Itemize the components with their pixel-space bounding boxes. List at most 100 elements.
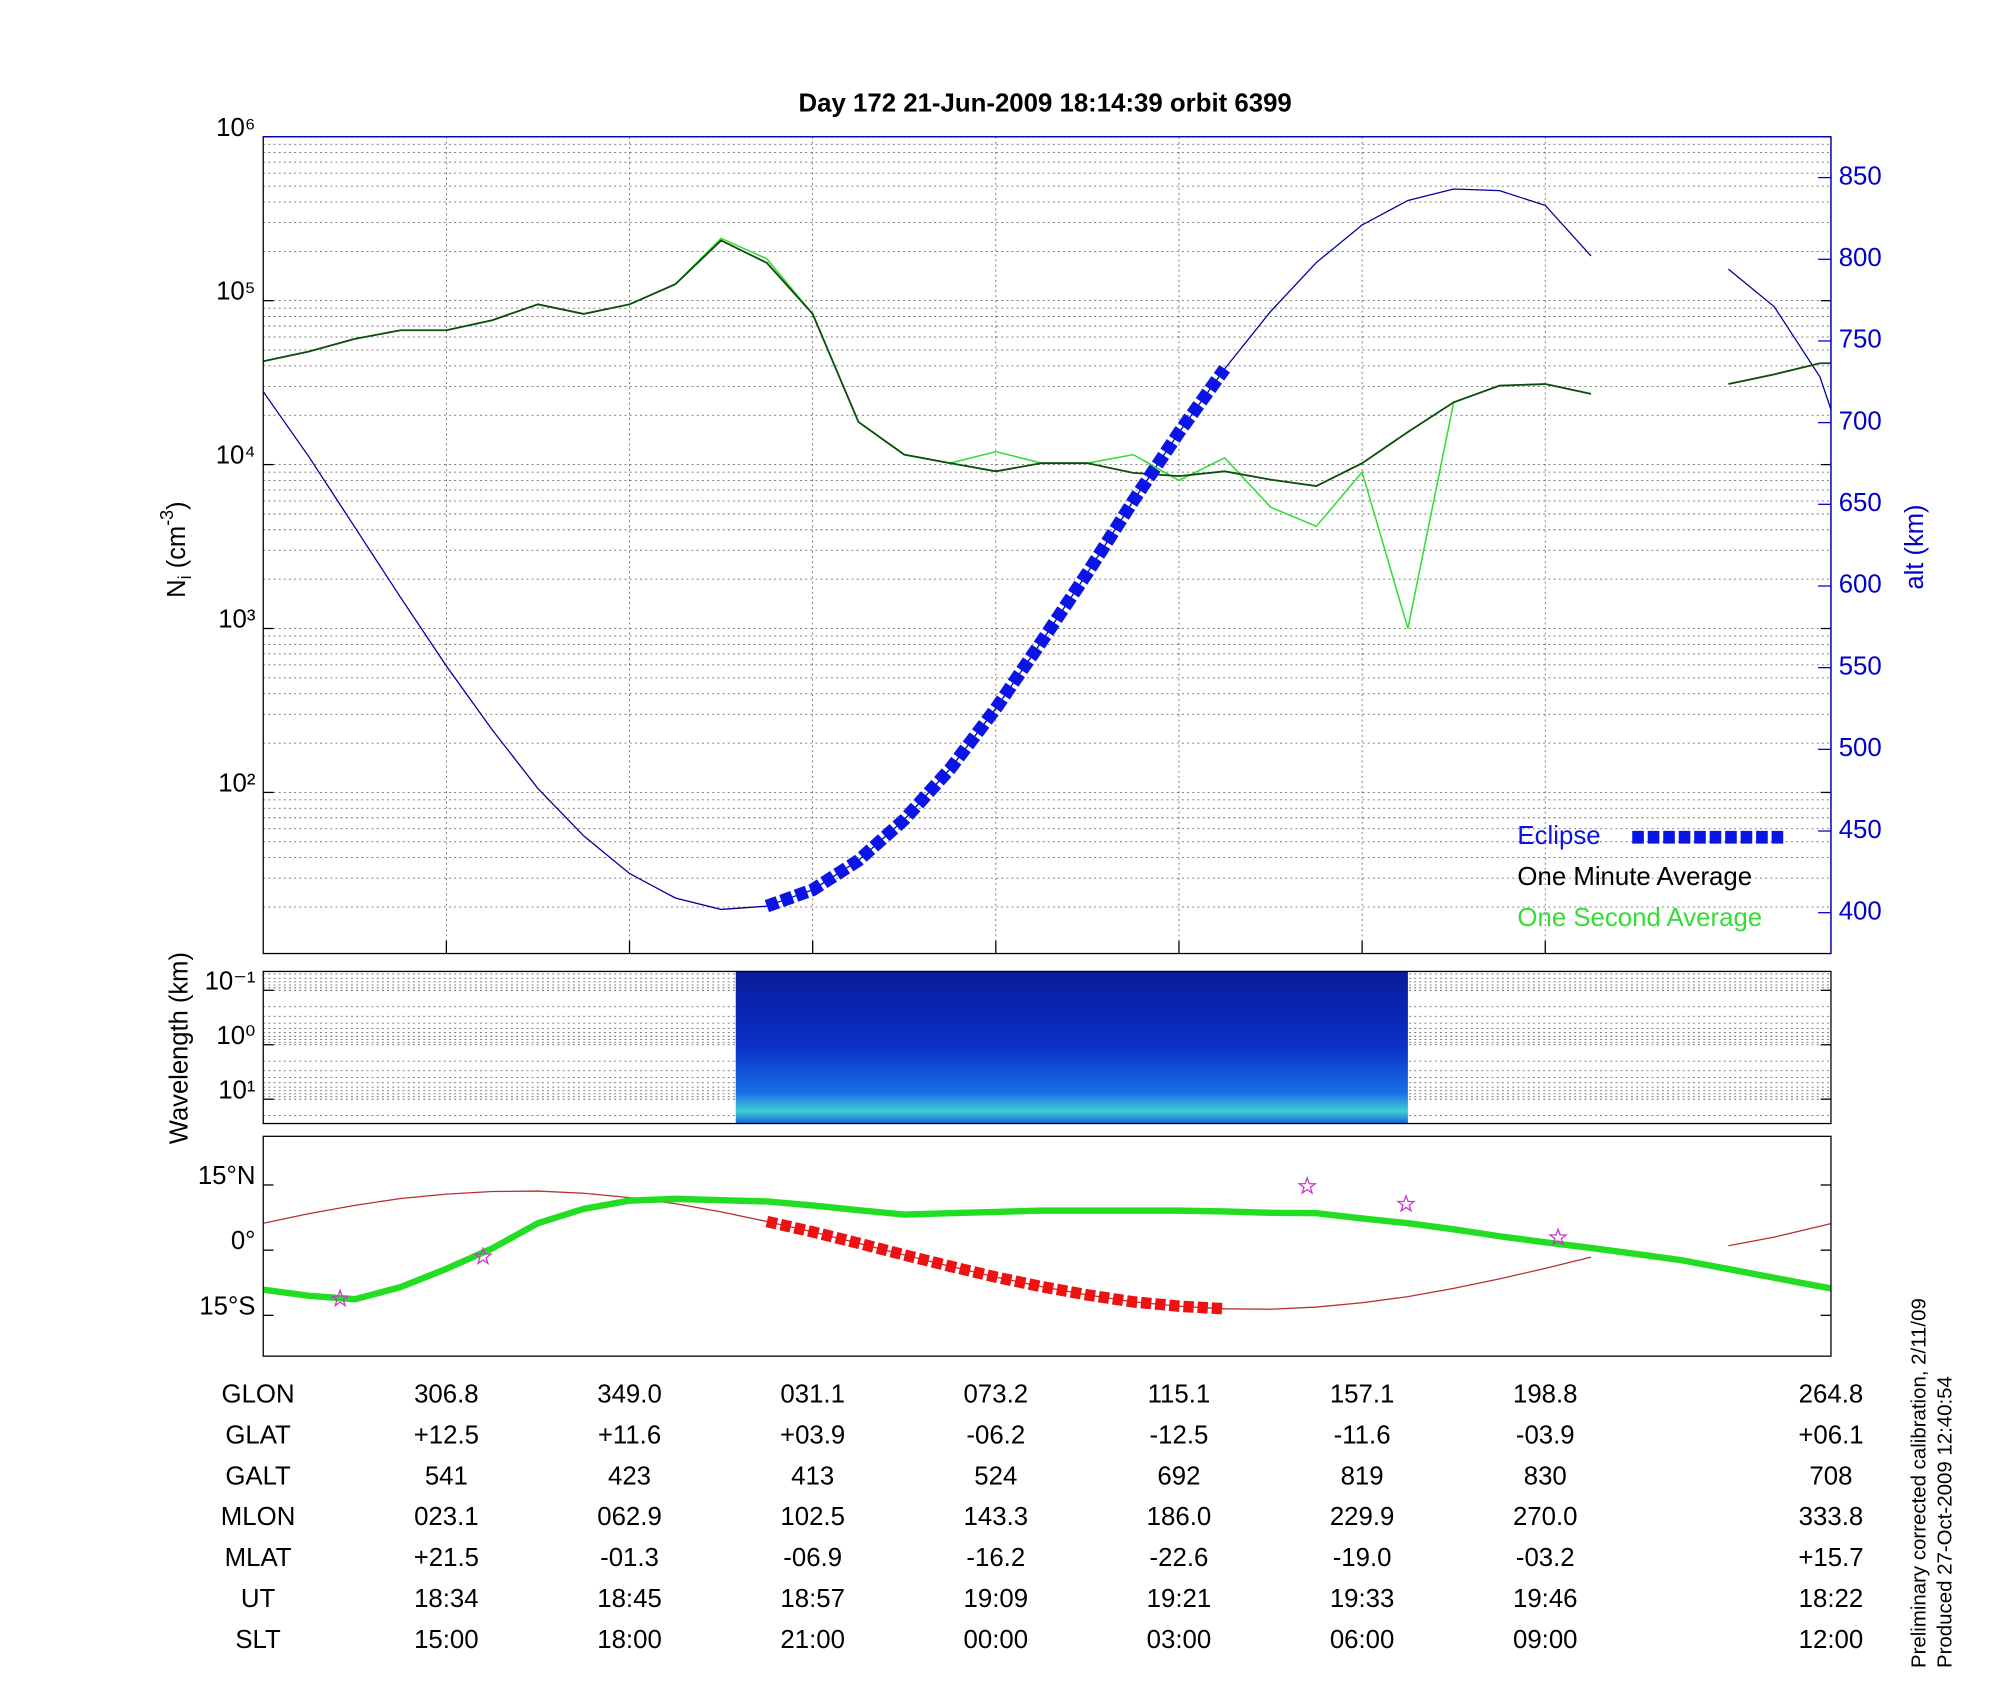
table-cell: 708 <box>1809 1462 1852 1490</box>
y-tick-label: 10² <box>218 770 256 798</box>
table-cell: -22.6 <box>1150 1544 1209 1572</box>
y2-tick-label: 700 <box>1839 407 1882 435</box>
chart-title: Day 172 21-Jun-2009 18:14:39 orbit 6399 <box>799 90 1292 118</box>
table-cell: 413 <box>791 1462 834 1490</box>
table-cell: 186.0 <box>1147 1503 1212 1531</box>
y2-axis-label: alt (km) <box>1901 504 1929 589</box>
y-tick-label: 10³ <box>218 606 256 634</box>
table-cell: -06.9 <box>783 1544 842 1572</box>
table-cell: +11.6 <box>598 1422 661 1450</box>
table-cell: 830 <box>1524 1462 1567 1490</box>
y2-tick-label: 800 <box>1839 244 1882 272</box>
star-marker <box>1396 1193 1416 1213</box>
row-label: MLON <box>221 1503 296 1531</box>
legend-label: Eclipse <box>1517 822 1600 850</box>
y-label-part: N <box>163 579 191 597</box>
y-axis-label: Wavelength (km) <box>165 952 193 1144</box>
y-tick-label: 10⁴ <box>216 442 256 470</box>
table-cell: +21.5 <box>414 1544 479 1572</box>
y2-tick-label: 600 <box>1839 571 1882 599</box>
table-cell: 198.8 <box>1513 1381 1578 1409</box>
table-cell: 18:34 <box>414 1585 479 1613</box>
spectrogram-image <box>735 971 1408 1124</box>
eclipse-line <box>764 365 1231 913</box>
row-label: UT <box>241 1585 276 1613</box>
row-label: GLAT <box>225 1422 291 1450</box>
footer-note: Preliminary corrected calibration, 2/11/… <box>1907 1298 1930 1668</box>
table-cell: 031.1 <box>780 1381 845 1409</box>
table-cell: +06.1 <box>1798 1422 1863 1450</box>
table-cell: +12.5 <box>414 1422 479 1450</box>
eclipse-line <box>765 1215 1226 1315</box>
table-cell: 423 <box>608 1462 651 1490</box>
y-label-part: ) <box>163 501 191 510</box>
table-cell: 03:00 <box>1147 1626 1212 1654</box>
y-label-part: -3 <box>156 510 176 526</box>
plot-frame <box>262 1135 1832 1357</box>
y-tick-label: 10¹ <box>218 1076 255 1104</box>
table-cell: 349.0 <box>597 1381 662 1409</box>
footer-note: Produced 27-Oct-2009 12:40:54 <box>1933 1376 1956 1668</box>
table-cell: 157.1 <box>1330 1381 1395 1409</box>
table-cell: 102.5 <box>780 1503 845 1531</box>
data-line <box>263 1195 1831 1303</box>
table-cell: -03.2 <box>1516 1544 1575 1572</box>
y-label-part: i <box>175 575 195 579</box>
data-line <box>263 188 1831 911</box>
y-tick-label: 10⁰ <box>216 1022 255 1050</box>
table-cell: 18:57 <box>780 1585 845 1613</box>
y-label-part: (cm <box>163 526 191 576</box>
table-cell: 023.1 <box>414 1503 479 1531</box>
y-tick-label: 10⁵ <box>216 278 255 306</box>
table-cell: 12:00 <box>1799 1626 1864 1654</box>
table-cell: -01.3 <box>600 1544 659 1572</box>
star-marker <box>330 1288 351 1308</box>
y2-tick-label: 750 <box>1839 326 1882 354</box>
legend-label: One Second Average <box>1517 904 1762 932</box>
table-cell: -11.6 <box>1334 1422 1391 1450</box>
table-cell: +15.7 <box>1798 1544 1863 1572</box>
y-tick-label: 15°S <box>199 1293 255 1321</box>
table-cell: 062.9 <box>597 1503 662 1531</box>
table-cell: 073.2 <box>964 1381 1029 1409</box>
y-tick-label: 10⁶ <box>216 114 255 142</box>
row-label: GALT <box>225 1462 291 1490</box>
table-cell: 00:00 <box>964 1626 1029 1654</box>
table-cell: 270.0 <box>1513 1503 1578 1531</box>
plot-frame <box>262 970 1832 1125</box>
table-cell: 06:00 <box>1330 1626 1395 1654</box>
table-cell: 18:00 <box>597 1626 662 1654</box>
table-cell: 19:33 <box>1330 1585 1395 1613</box>
table-cell: 19:46 <box>1513 1585 1578 1613</box>
legend-label: One Minute Average <box>1517 863 1752 891</box>
table-cell: 264.8 <box>1799 1381 1864 1409</box>
row-label: SLT <box>235 1626 281 1654</box>
table-cell: 229.9 <box>1330 1503 1395 1531</box>
table-cell: 306.8 <box>414 1381 479 1409</box>
table-cell: -19.0 <box>1333 1544 1392 1572</box>
table-cell: -03.9 <box>1516 1422 1575 1450</box>
y2-tick-label: 400 <box>1839 898 1882 926</box>
y2-tick-label: 650 <box>1839 489 1882 517</box>
star-marker <box>1548 1227 1568 1246</box>
y2-tick-label: 550 <box>1839 653 1882 681</box>
row-label: GLON <box>222 1381 295 1409</box>
y-tick-label: 0° <box>231 1227 256 1255</box>
table-cell: 18:45 <box>597 1585 662 1613</box>
table-cell: -06.2 <box>966 1422 1025 1450</box>
y-tick-label: 10⁻¹ <box>205 967 256 995</box>
table-cell: 819 <box>1341 1462 1384 1490</box>
y2-tick-label: 450 <box>1839 816 1882 844</box>
table-cell: 143.3 <box>964 1503 1029 1531</box>
y-tick-label: 15°N <box>198 1162 256 1190</box>
table-cell: 524 <box>974 1462 1017 1490</box>
table-cell: 18:22 <box>1799 1585 1864 1613</box>
star-marker <box>1297 1176 1318 1195</box>
data-line <box>263 239 1831 487</box>
star-marker <box>473 1246 493 1265</box>
data-line <box>263 237 1831 629</box>
table-cell: 19:21 <box>1147 1585 1212 1613</box>
table-cell: 692 <box>1157 1462 1200 1490</box>
